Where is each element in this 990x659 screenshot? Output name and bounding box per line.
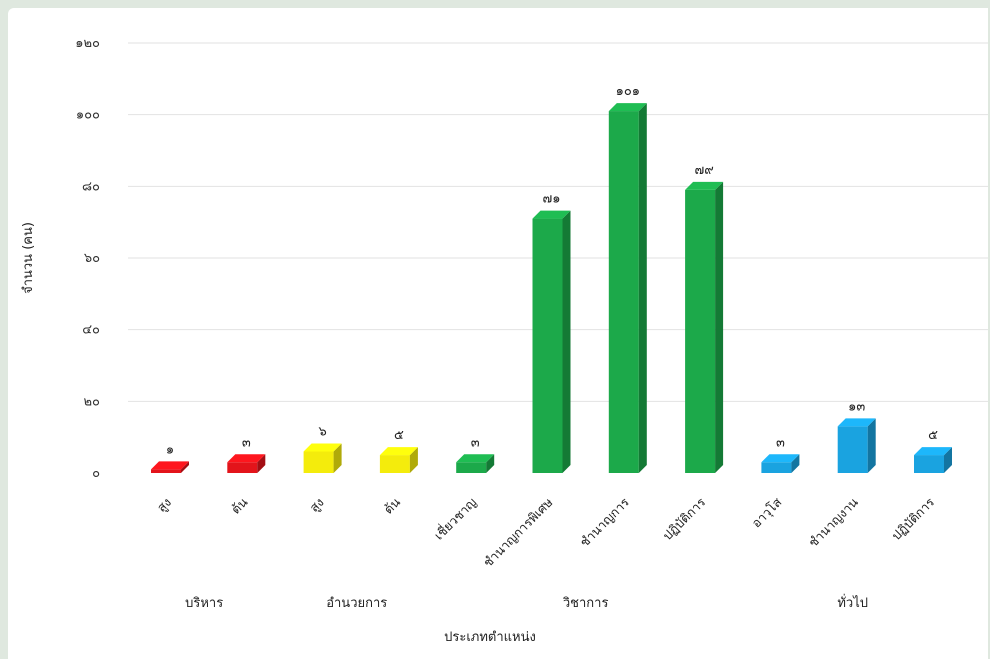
- group-label: วิชาการ: [562, 596, 608, 611]
- y-tick-label: ๒๐: [83, 394, 100, 409]
- data-label: ๑: [166, 442, 174, 457]
- bar-front: [914, 455, 944, 473]
- y-axis-ticks: ๐ ๒๐ ๔๐ ๖๐ ๘๐ ๑๐๐ ๑๒๐: [75, 36, 100, 481]
- category-label: ปฏิบัติการ: [889, 494, 938, 543]
- bar-front: [608, 111, 639, 473]
- chart-frame: ๐๒๐ ๔๐ ๖๐ ๘๐ ๑๐๐ ๑๒๐ ๑๓๖๕๓๗๑ ๑๐๑ ๗๙๓๑๓๕ สูง ต้นส…: [8, 8, 988, 659]
- data-label: ๕: [928, 428, 938, 443]
- data-label: ๗๑: [542, 192, 560, 207]
- bars: [151, 103, 952, 474]
- y-tick-label: ๖๐: [84, 251, 100, 266]
- bar-front: [837, 426, 868, 473]
- group-labels: บริหาร อำนวยการ วิชาการ ทั่วไป: [185, 594, 868, 611]
- y-tick-label: ๐: [92, 466, 100, 481]
- y-tick-label: ๑๒๐: [75, 36, 100, 51]
- bar: [914, 447, 952, 473]
- category-label: ต้น: [381, 494, 404, 517]
- category-label: ชำนาญการ: [577, 494, 632, 549]
- bar-front: [379, 455, 410, 473]
- category-label: ชำนาญงาน: [805, 494, 861, 550]
- bar: [227, 454, 266, 473]
- category-label: ชำนาญการพิเศษ: [480, 495, 555, 570]
- bar-front: [685, 189, 716, 473]
- bar-front: [456, 462, 487, 473]
- y-tick-label: ๑๐๐: [76, 108, 100, 123]
- bar: [761, 454, 800, 473]
- bar-side: [791, 454, 800, 473]
- category-label: ปฏิบัติการ: [660, 494, 709, 543]
- category-label: อาวุโส: [749, 494, 786, 531]
- bar-side: [333, 443, 342, 473]
- bar-side: [715, 181, 724, 473]
- bar-front: [532, 218, 563, 473]
- bar-side: [867, 418, 876, 473]
- bar-side: [944, 447, 952, 473]
- bar-side: [181, 461, 189, 473]
- bar-top: [685, 181, 724, 190]
- bar-front: [303, 451, 334, 473]
- category-labels: สูง ต้น สูง ต้น เชี่ยวชาญ ชำนาญการพิเศษ ชำนาญก…: [154, 494, 938, 570]
- bar-side: [486, 454, 495, 473]
- data-label: ๗๙: [694, 163, 713, 178]
- bar-side: [409, 447, 418, 473]
- bar-chart: ๐๒๐๔๐๖๐๘๐๑๐๐๑๒๐ ๑๓๖๕๓๗๑๑๐๑๗๙๓๑๓๕ สูง ต้นส…: [21, 36, 988, 645]
- data-labels: ๑๓๖๕๓๗๑๑๐๑๗๙๓๑๓๕: [166, 84, 938, 457]
- bar: [151, 461, 189, 473]
- bar: [608, 103, 647, 473]
- bar: [456, 454, 495, 473]
- y-tick-label: ๔๐: [82, 323, 100, 338]
- group-label: บริหาร: [185, 596, 223, 611]
- bar-top: [151, 461, 189, 470]
- bar: [379, 447, 418, 473]
- bar-top: [914, 447, 952, 456]
- data-label: ๓: [471, 435, 480, 450]
- bar-front: [227, 462, 258, 473]
- bar-front: [761, 462, 792, 473]
- bar: [837, 418, 876, 473]
- bar: [532, 210, 571, 474]
- y-axis-title: จำนวน (คน): [21, 222, 36, 294]
- bar-top: [608, 103, 647, 112]
- group-label: อำนวยการ: [326, 596, 387, 611]
- bar-front: [151, 469, 181, 473]
- bar-top: [456, 454, 495, 463]
- bar-top: [761, 454, 800, 463]
- bar-top: [227, 454, 266, 463]
- bar-side: [257, 454, 266, 473]
- category-label: สูง: [306, 495, 327, 516]
- category-label: ต้น: [228, 494, 251, 517]
- data-label: ๑๓: [848, 399, 865, 414]
- bar-top: [532, 210, 571, 219]
- category-label: สูง: [154, 495, 175, 516]
- bar-side: [638, 103, 647, 473]
- bar-top: [303, 443, 342, 452]
- x-axis-title: ประเภทตำแหน่ง: [444, 630, 536, 645]
- bar: [303, 443, 342, 473]
- data-label: ๑๐๑: [616, 84, 640, 99]
- bar-top: [837, 418, 876, 427]
- data-label: ๓: [776, 435, 785, 450]
- data-label: ๓: [242, 435, 251, 450]
- bar-side: [562, 210, 571, 474]
- bar: [685, 181, 724, 473]
- data-label: ๖: [318, 425, 326, 440]
- category-label: เชี่ยวชาญ: [430, 494, 479, 543]
- data-label: ๕: [394, 428, 404, 443]
- bar-top: [379, 447, 418, 456]
- y-tick-label: ๘๐: [82, 179, 100, 194]
- group-label: ทั่วไป: [837, 594, 868, 611]
